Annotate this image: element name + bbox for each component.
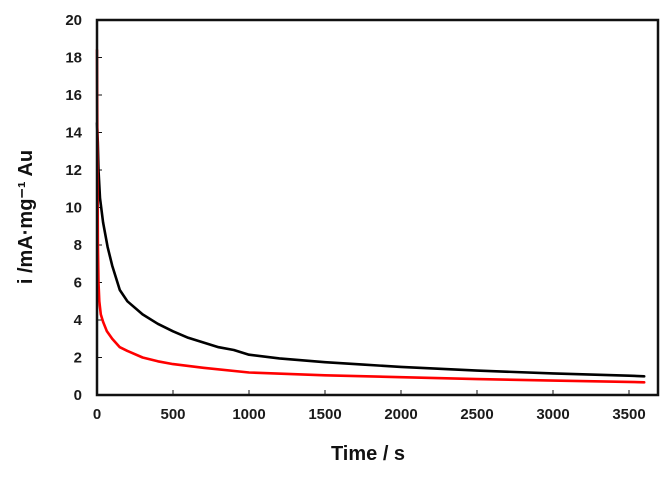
x-tick-label: 2500 xyxy=(460,406,493,423)
y-tick-label: 4 xyxy=(74,312,83,329)
plot-series xyxy=(95,48,646,384)
plot-frame xyxy=(95,18,660,397)
y-axis-title: i /mA·mg⁻¹ Au xyxy=(15,150,37,284)
y-tick-label: 20 xyxy=(65,12,82,29)
x-tick-label: 1000 xyxy=(232,406,265,423)
y-tick-label: 8 xyxy=(74,237,82,254)
x-tick-label: 3500 xyxy=(612,406,645,423)
y-tick-label: 16 xyxy=(65,87,82,104)
y-tick-label: 18 xyxy=(65,50,82,67)
x-tick-label: 1500 xyxy=(308,406,341,423)
red-curve-line xyxy=(95,48,646,384)
y-tick-label: 6 xyxy=(74,275,82,292)
y-tick-label: 10 xyxy=(65,200,82,217)
y-tick-label: 2 xyxy=(74,350,82,367)
y-tick-label: 12 xyxy=(65,162,82,179)
black-curve-line xyxy=(95,121,646,378)
x-tick-label: 0 xyxy=(93,406,101,423)
x-axis-ticks: 0 500 1000 1500 2000 2500 3000 3500 xyxy=(93,390,646,423)
x-tick-label: 500 xyxy=(160,406,185,423)
x-tick-label: 2000 xyxy=(384,406,417,423)
x-axis-title: Time / s xyxy=(331,443,405,465)
y-tick-label: 0 xyxy=(74,387,82,404)
x-tick-label: 3000 xyxy=(536,406,569,423)
y-axis-ticks: 0 2 4 6 8 10 12 14 16 18 20 xyxy=(65,12,102,404)
y-tick-label: 14 xyxy=(65,125,82,142)
